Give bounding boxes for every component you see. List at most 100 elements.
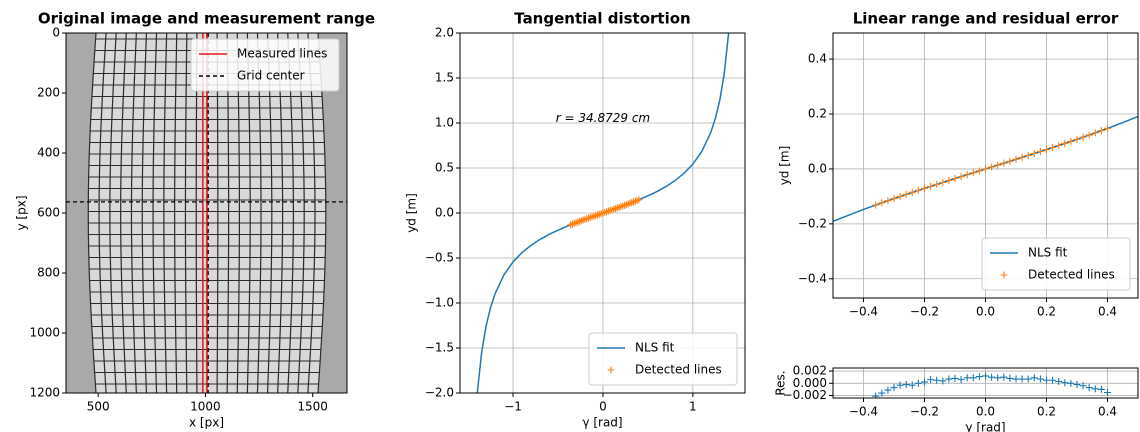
x-tick-label: −0.2 <box>910 405 939 419</box>
axes-frame <box>832 32 1139 299</box>
y-tick-label: 0.2 <box>808 107 827 121</box>
chart-title: Original image and measurement range <box>38 10 375 28</box>
y-axis-label: y [px] <box>15 196 29 231</box>
marker <box>988 163 996 171</box>
marker <box>994 161 1002 169</box>
marker <box>939 178 947 186</box>
marker <box>896 381 904 389</box>
legend-label: Detected lines <box>1028 268 1115 282</box>
x-tick-label: 0 <box>599 400 607 414</box>
marker <box>994 374 1002 382</box>
marker <box>1067 137 1075 145</box>
y-axis-label: Res. <box>774 370 788 395</box>
marker <box>1049 376 1057 384</box>
axes-frame <box>459 32 746 394</box>
x-axis-label: γ [rad] <box>965 421 1005 432</box>
y-tick-label: 1200 <box>29 386 60 400</box>
marker <box>1024 375 1032 383</box>
marker <box>957 376 965 384</box>
y-tick-label: 200 <box>37 86 60 100</box>
y-tick-label: −1.0 <box>425 296 454 310</box>
marker <box>1049 144 1057 152</box>
marker <box>982 165 989 173</box>
x-tick-label: 1000 <box>190 400 221 414</box>
legend-label: NLS fit <box>635 341 675 355</box>
chart-title: Tangential distortion <box>514 10 690 28</box>
photo-grid-line <box>297 33 305 393</box>
photo-grid-line <box>256 33 262 393</box>
marker <box>1006 157 1014 165</box>
legend-marker <box>1000 271 1008 279</box>
marker <box>1091 129 1099 137</box>
marker <box>1030 374 1038 382</box>
x-tick-label: 0.2 <box>1037 405 1056 419</box>
x-axis-label: γ [rad] <box>582 416 622 430</box>
legend-box <box>588 332 738 386</box>
marker <box>884 197 892 205</box>
marker <box>982 372 989 380</box>
x-tick-label: 0.0 <box>976 405 995 419</box>
photo-grid-line <box>287 33 295 393</box>
marker <box>1006 374 1014 382</box>
x-tick-label: −0.4 <box>849 305 878 319</box>
marker <box>1043 376 1050 384</box>
legend-box <box>190 38 340 92</box>
y-tick-label: 0.000 <box>793 376 827 390</box>
marker <box>951 374 959 382</box>
marker <box>1043 146 1050 154</box>
marker <box>1104 124 1111 132</box>
series-layer <box>872 372 1111 398</box>
photo-grid-line <box>236 33 241 393</box>
photo-grid-line <box>195 33 198 393</box>
marker <box>988 373 996 381</box>
x-tick-label: −1 <box>504 400 522 414</box>
photo-grid-line <box>307 33 316 393</box>
axes-frame <box>65 32 348 394</box>
legend-box <box>981 237 1131 291</box>
marker <box>1061 379 1069 387</box>
x-tick-label: 0.0 <box>976 305 995 319</box>
marker <box>1085 131 1093 139</box>
photo-grid-line <box>163 33 168 393</box>
legend-label: Detected lines <box>635 363 722 377</box>
photo-grid-line <box>216 33 219 393</box>
marker <box>908 381 916 389</box>
marker <box>921 378 928 386</box>
marker <box>1000 373 1008 381</box>
marker <box>1036 375 1044 383</box>
marker <box>890 384 898 392</box>
chart-title: Linear range and residual error <box>853 10 1119 28</box>
legend-marker <box>607 366 615 374</box>
marker <box>1055 142 1063 150</box>
y-tick-label: 1.0 <box>435 116 454 130</box>
photo-grid-line <box>141 33 148 393</box>
marker <box>635 196 643 204</box>
y-tick-label: 0.0 <box>808 161 827 175</box>
marker <box>933 376 941 384</box>
photo-grid-line <box>98 33 107 393</box>
series-layer <box>66 33 347 393</box>
marker <box>872 392 880 398</box>
y-tick-label: 600 <box>37 206 60 220</box>
marker <box>1024 151 1032 159</box>
marker <box>927 376 935 384</box>
marker <box>957 173 965 181</box>
marker <box>890 195 898 203</box>
y-tick-label: −1.5 <box>425 341 454 355</box>
y-tick-label: −0.5 <box>425 251 454 265</box>
photo-grid-line <box>226 33 230 393</box>
marker <box>902 190 910 198</box>
marker <box>1012 155 1020 163</box>
y-tick-label: −2.0 <box>425 386 454 400</box>
photo-grid-line <box>109 33 117 393</box>
marker <box>975 373 983 381</box>
photo-grid-line <box>130 33 137 393</box>
marker <box>908 188 916 196</box>
legend-label: Grid center <box>237 69 305 83</box>
y-axis-label: yd [m] <box>778 146 792 186</box>
marker <box>1055 377 1063 385</box>
photo-grid-line <box>152 33 158 393</box>
marker <box>1018 375 1026 383</box>
photo-grid-line <box>120 33 127 393</box>
